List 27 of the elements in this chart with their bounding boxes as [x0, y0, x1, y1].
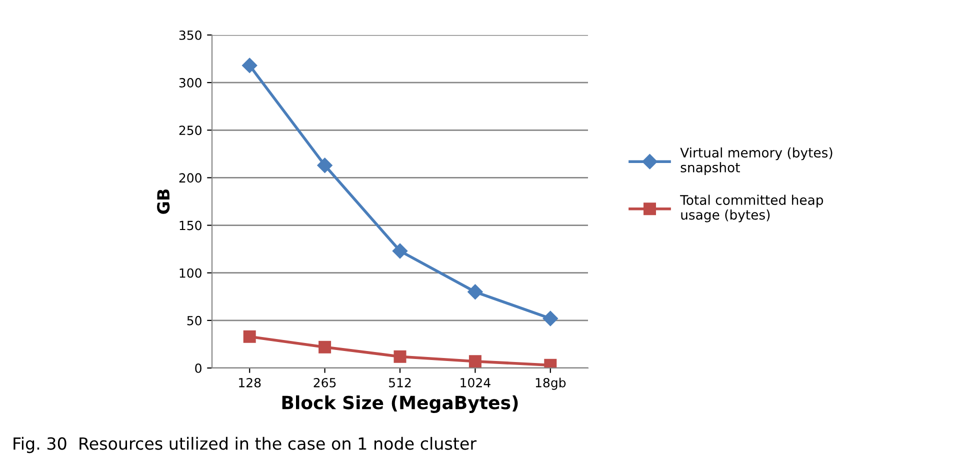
- point: [542, 310, 558, 326]
- x-tick-label: 512: [389, 378, 411, 388]
- point: [318, 340, 332, 354]
- y-tick-label: 50: [187, 316, 202, 326]
- point: [394, 350, 406, 363]
- point: [468, 355, 482, 368]
- x-tick-label: 265: [314, 378, 336, 388]
- point: [242, 58, 258, 74]
- point: [317, 158, 332, 173]
- x-tick-label: 128: [239, 378, 261, 388]
- x-axis-title: Block Size (MegaBytes): [282, 395, 518, 413]
- caption: Fig. 30 Resources utilized in the case on 1 node cluster: [14, 436, 477, 454]
- y-tick-label: 0: [195, 363, 202, 373]
- y-tick-label: 200: [179, 173, 202, 183]
- point: [392, 243, 408, 259]
- legend-label: Virtual memory (bytes) snapshot: [680, 147, 832, 175]
- x-tick-label: 1024: [460, 378, 490, 388]
- y-tick-label: 250: [179, 126, 202, 136]
- y-tick-label: 150: [180, 220, 202, 230]
- legend-label: Total committed heap usage (bytes): [680, 194, 824, 222]
- x-tick-label: 18gb: [536, 378, 566, 390]
- y-tick-label: 100: [180, 268, 202, 278]
- y-axis-title: GB: [157, 189, 170, 214]
- point: [468, 284, 483, 300]
- point: [243, 330, 256, 343]
- y-tick-label: 300: [179, 78, 202, 88]
- y-tick-label: 350: [179, 30, 202, 40]
